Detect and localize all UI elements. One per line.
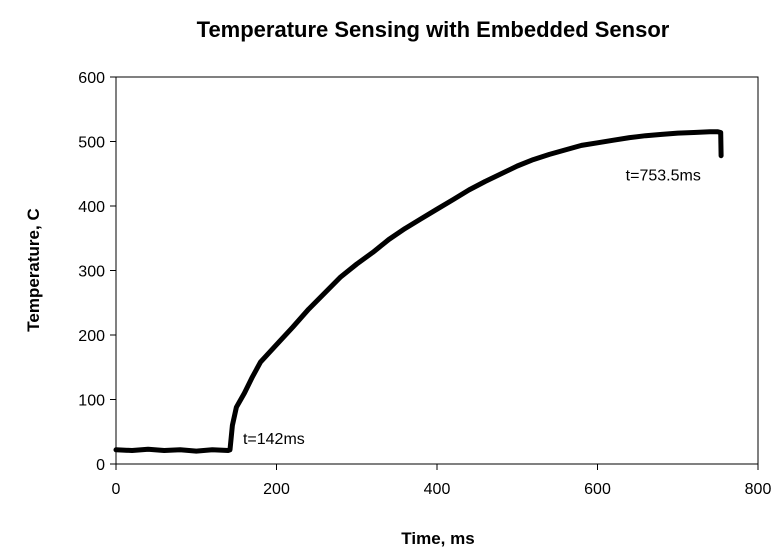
y-tick-label: 100 <box>78 393 105 410</box>
y-tick-label: 200 <box>78 328 105 345</box>
y-tick-label: 0 <box>96 457 105 474</box>
y-axis: 0 100 200 300 400 500 600 <box>78 70 116 474</box>
y-tick-label: 600 <box>78 70 105 87</box>
annotation-label: t=142ms <box>243 431 305 448</box>
x-tick-label: 0 <box>112 481 121 498</box>
x-tick-label: 400 <box>424 481 451 498</box>
x-tick-label: 600 <box>584 481 611 498</box>
y-axis-label: Temperature, C <box>24 208 43 331</box>
x-axis: 0 200 400 600 800 <box>112 464 772 498</box>
x-axis-label: Time, ms <box>401 529 474 548</box>
series-layer <box>113 129 724 454</box>
annotation-label: t=753.5ms <box>626 168 701 185</box>
y-tick-label: 400 <box>78 199 105 216</box>
series-line <box>113 129 724 454</box>
chart-title: Temperature Sensing with Embedded Sensor <box>197 17 670 42</box>
y-tick-label: 500 <box>78 135 105 152</box>
y-tick-label: 300 <box>78 264 105 281</box>
annotations: t=142ms t=753.5ms <box>243 168 701 448</box>
x-tick-label: 200 <box>263 481 290 498</box>
x-tick-label: 800 <box>745 481 772 498</box>
